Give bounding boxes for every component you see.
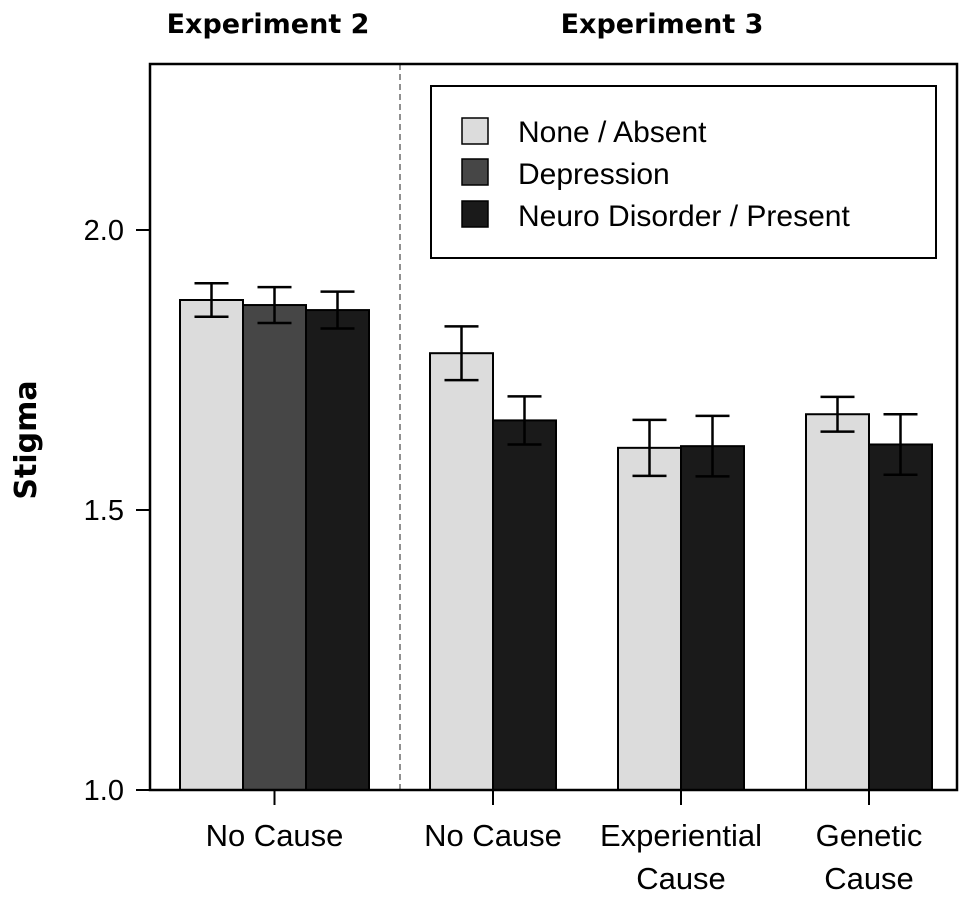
legend-label-depression: Depression	[518, 158, 670, 191]
bars-layer	[179, 281, 933, 791]
error-bar	[444, 325, 479, 382]
error-bar	[695, 414, 730, 478]
bar-none-absent	[805, 413, 870, 791]
legend-label-none-absent: None / Absent	[518, 116, 707, 149]
error-bar	[632, 418, 667, 478]
legend-box	[430, 85, 937, 259]
category-label: No Cause	[206, 818, 344, 853]
category-label: Cause	[636, 861, 726, 896]
bar-none-absent	[617, 446, 682, 791]
error-bar	[820, 395, 855, 433]
y-axis-label: Stigma	[9, 380, 44, 499]
panel-title-experiment-2: Experiment 2	[167, 9, 370, 40]
error-bar	[257, 285, 292, 325]
category-label: Genetic	[816, 818, 923, 853]
bar-none-absent	[179, 299, 244, 791]
legend-label-neuro-disorder: Neuro Disorder / Present	[518, 200, 850, 233]
panel-title-experiment-3: Experiment 3	[561, 9, 764, 40]
category-label: Experiential	[600, 818, 762, 853]
error-bar	[194, 281, 229, 319]
bar-neuro-disorder-present	[680, 445, 745, 791]
legend-swatch-depression	[461, 158, 489, 186]
bar-neuro-disorder-present	[868, 443, 933, 791]
plot-frame	[148, 62, 959, 792]
bar-neuro-disorder-present	[492, 419, 557, 791]
y-ticks: 1.0 1.5 2.0	[84, 215, 150, 807]
bar-neuro-disorder-present	[305, 309, 370, 791]
category-labels: No Cause No Cause Experiential Cause Genetic…	[206, 790, 923, 896]
bar-depression	[242, 304, 307, 791]
y-tick-label: 2.0	[84, 215, 124, 247]
category-label: No Cause	[424, 818, 562, 853]
error-bar	[507, 395, 542, 446]
bar-none-absent	[429, 352, 494, 791]
error-bar	[883, 412, 918, 476]
y-tick-label: 1.0	[84, 775, 124, 807]
error-bar	[320, 290, 355, 330]
legend-swatch-none-absent	[461, 117, 489, 145]
category-label: Cause	[824, 861, 914, 896]
legend-swatch-neuro-disorder	[461, 200, 489, 228]
y-tick-label: 1.5	[84, 495, 124, 527]
legend: None / Absent Depression Neuro Disorder …	[430, 85, 937, 259]
